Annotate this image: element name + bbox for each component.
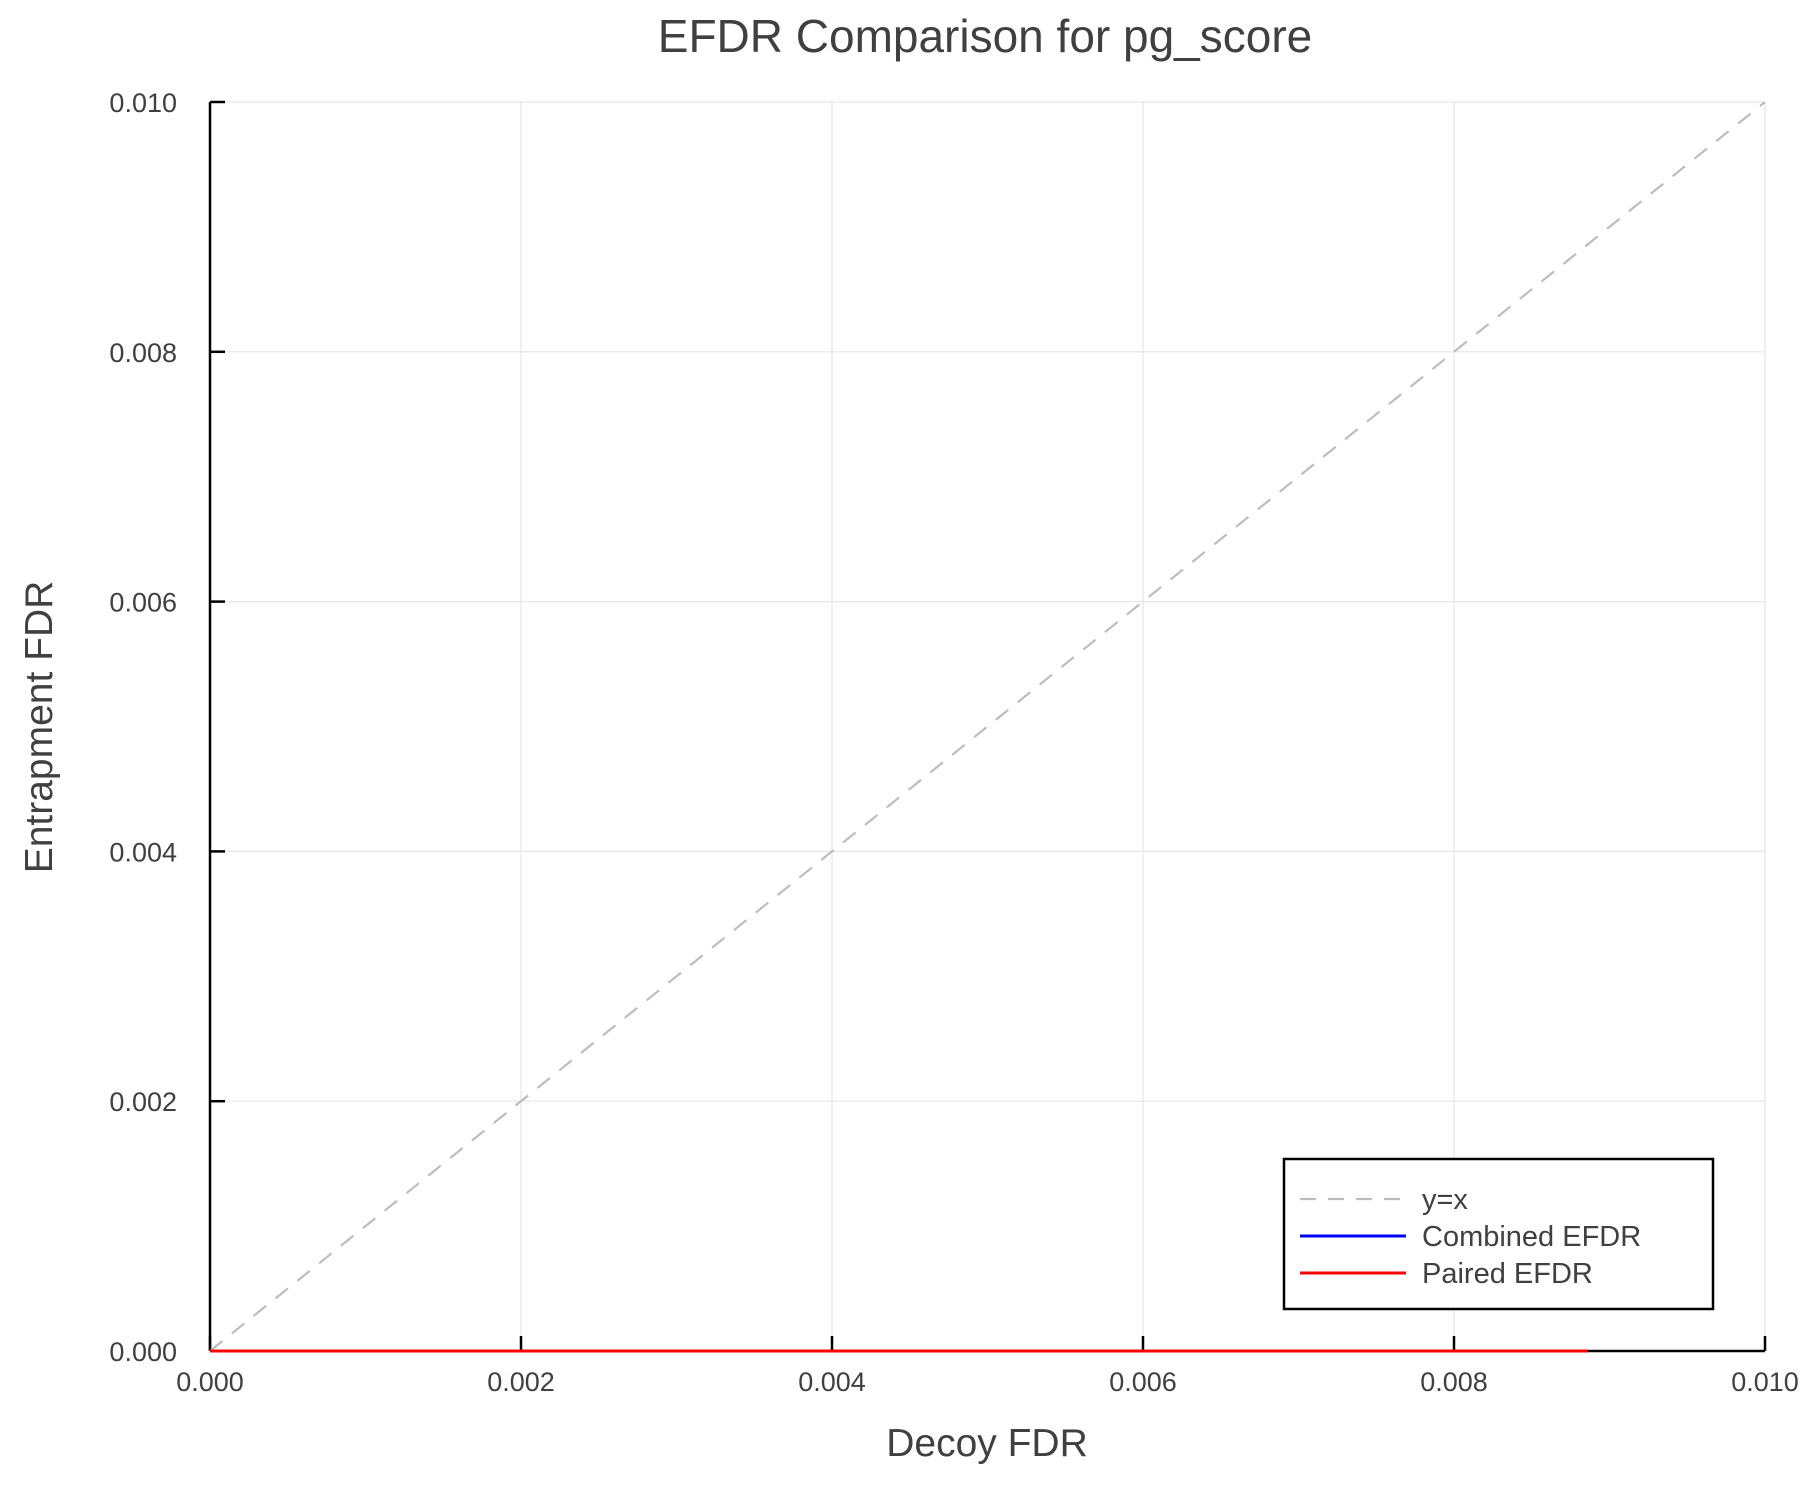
- chart-title: EFDR Comparison for pg_score: [658, 10, 1312, 62]
- x-tick-label: 0.010: [1731, 1367, 1799, 1397]
- y-tick-label: 0.004: [109, 837, 177, 867]
- x-tick-label: 0.006: [1109, 1367, 1177, 1397]
- x-tick-label: 0.008: [1420, 1367, 1488, 1397]
- y-tick-label: 0.010: [109, 88, 177, 118]
- tick-labels: 0.000 0.002 0.004 0.006 0.008 0.010 0.000 0.002…: [109, 88, 1798, 1397]
- series-line-y-x: [209, 101, 1766, 1352]
- y-axis-label: Entrapment FDR: [18, 581, 61, 874]
- series-layer: [209, 101, 1766, 1353]
- y-tick-label: 0.002: [109, 1087, 177, 1117]
- legend-label: Combined EFDR: [1422, 1221, 1641, 1253]
- x-tick-label: 0.004: [798, 1367, 866, 1397]
- y-tick-label: 0.006: [109, 588, 177, 618]
- legend-label: y=x: [1422, 1184, 1468, 1216]
- legend: y=x Combined EFDR Paired EFDR: [1282, 1157, 1715, 1311]
- x-tick-label: 0.002: [487, 1367, 555, 1397]
- x-tick-label: 0.000: [176, 1367, 244, 1397]
- y-tick-label: 0.000: [109, 1337, 177, 1367]
- legend-label: Paired EFDR: [1422, 1258, 1593, 1290]
- legend-box: [1282, 1157, 1715, 1311]
- x-axis-label: Decoy FDR: [886, 1422, 1088, 1465]
- y-tick-label: 0.008: [109, 338, 177, 368]
